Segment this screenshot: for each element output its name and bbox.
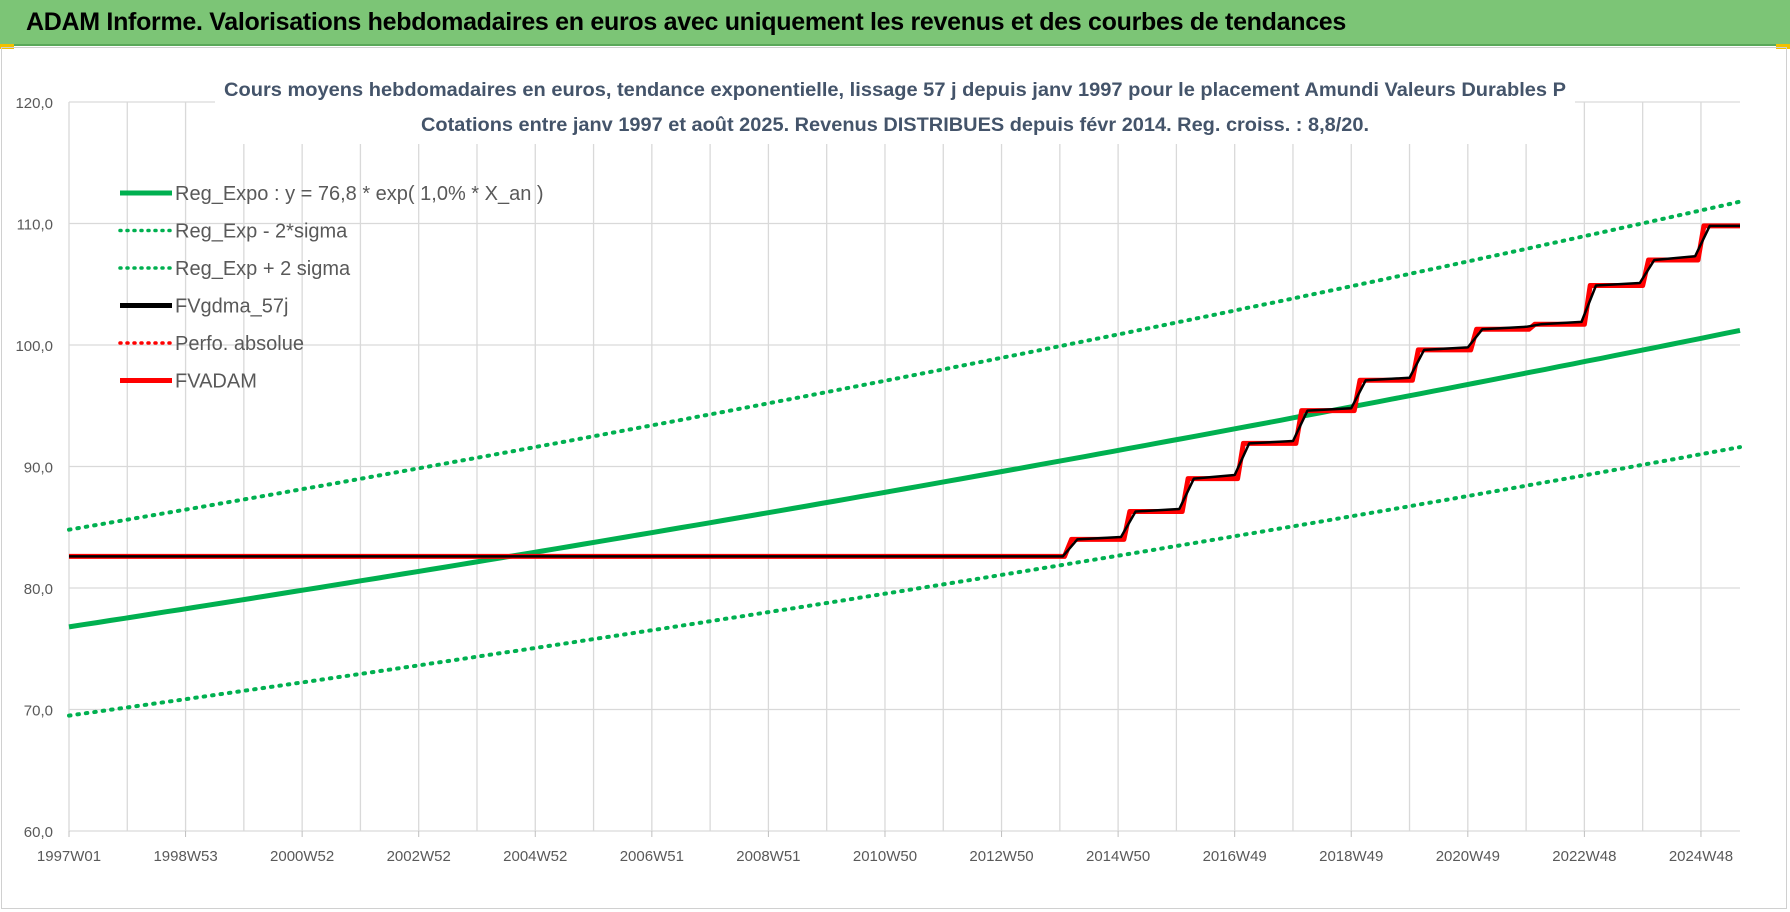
report-banner: ADAM Informe. Valorisations hebdomadaire… [0, 0, 1790, 46]
x-tick-label: 2016W49 [1203, 848, 1267, 865]
x-tick-label: 2020W49 [1436, 848, 1500, 865]
report-title: ADAM Informe. Valorisations hebdomadaire… [26, 8, 1347, 36]
frame-corner-marker [1776, 44, 1790, 49]
y-tick-label: 100,0 [15, 338, 53, 355]
series-reg-plus-2sigma [67, 199, 1742, 532]
series-fvgdma-57j [69, 224, 1740, 558]
chart-title-line2: Cotations entre janv 1997 et août 2025. … [421, 115, 1369, 136]
legend-label: Perfo. absolue [175, 333, 304, 355]
x-tick-label: 1998W53 [153, 848, 217, 865]
x-tick-label: 2006W51 [620, 848, 684, 865]
chart-title-block: Cours moyens hebdomadaires en euros, ten… [215, 70, 1575, 144]
series-reg-expo [68, 327, 1741, 630]
x-tick-label: 2010W50 [853, 848, 917, 865]
axes: 60,0 70,0 80,0 90,0 100,0 110,0 120,0 1997W01 19… [15, 95, 1733, 865]
y-tick-label: 120,0 [15, 95, 53, 112]
x-tick-label: 2002W52 [387, 848, 451, 865]
x-tick-label: 2004W52 [503, 848, 567, 865]
legend-label: FVgdma_57j [175, 296, 288, 318]
x-tick-label: 2024W48 [1669, 848, 1733, 865]
y-tick-label: 70,0 [24, 703, 53, 720]
frame-corner-marker [0, 44, 14, 49]
x-tick-label: 2000W52 [270, 848, 334, 865]
y-tick-label: 110,0 [17, 217, 53, 234]
x-tick-label: 2012W50 [969, 848, 1033, 865]
chart-frame [1, 47, 1787, 909]
x-tick-label: 2022W48 [1552, 848, 1616, 865]
legend: Reg_Expo : y = 76,8 * exp( 1,0% * X_an )… [118, 183, 544, 393]
series-layer [67, 199, 1742, 718]
y-tick-label: 80,0 [24, 581, 53, 598]
x-tick-label: 1997W01 [37, 848, 101, 865]
x-tick-label: 2014W50 [1086, 848, 1150, 865]
series-reg-minus-2sigma [67, 445, 1742, 718]
legend-label: Reg_Expo : y = 76,8 * exp( 1,0% * X_an ) [175, 183, 544, 205]
title-background [215, 70, 1575, 144]
chart-title-line1: Cours moyens hebdomadaires en euros, ten… [224, 80, 1566, 101]
y-tick-label: 60,0 [24, 824, 53, 841]
legend-label: Reg_Exp - 2*sigma [175, 221, 348, 243]
legend-label: Reg_Exp + 2 sigma [175, 258, 351, 280]
x-tick-label: 2018W49 [1319, 848, 1383, 865]
legend-label: FVADAM [175, 371, 257, 393]
grid-lines [68, 101, 1740, 832]
x-tick-label: 2008W51 [736, 848, 800, 865]
y-tick-label: 90,0 [24, 460, 53, 477]
